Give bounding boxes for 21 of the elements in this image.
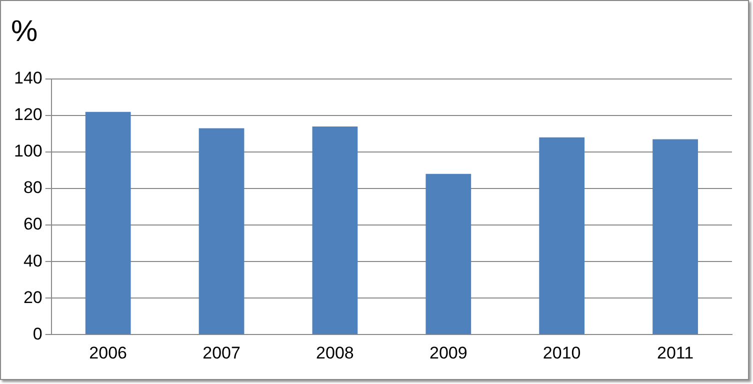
y-tick-label: 120 — [14, 105, 42, 124]
bar — [85, 112, 131, 334]
y-tick-label: 80 — [23, 178, 42, 198]
bar — [312, 126, 358, 334]
y-tick-label: 60 — [23, 214, 42, 234]
y-tick-label: 140 — [14, 68, 42, 88]
y-tick-label: 40 — [23, 251, 42, 270]
bar — [652, 139, 698, 334]
x-tick-label: 2011 — [657, 343, 694, 362]
x-tick-label: 2006 — [89, 343, 127, 362]
y-axis-title: % — [11, 15, 38, 49]
x-tick-label: 2010 — [542, 343, 581, 362]
x-tick-label: 2008 — [316, 343, 354, 362]
bar — [539, 137, 585, 334]
y-tick-label: 20 — [23, 288, 42, 307]
y-tick-label: 100 — [14, 142, 42, 161]
bar — [198, 128, 244, 334]
x-tick-label: 2007 — [202, 343, 240, 362]
y-tick-label: 0 — [32, 324, 42, 344]
x-tick-label: 2009 — [429, 343, 468, 362]
bar — [426, 174, 472, 334]
